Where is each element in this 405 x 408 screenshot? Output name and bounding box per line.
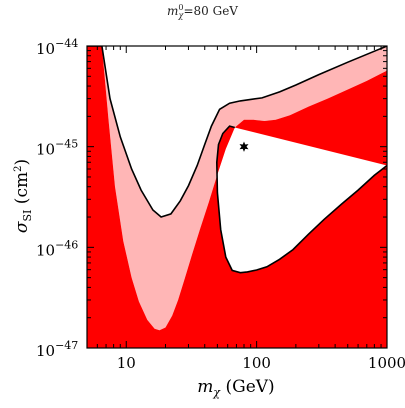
benchmark-star-marker (239, 141, 249, 152)
y-tick-labels: 10−44 10−45 10−46 10−47 (36, 37, 78, 360)
x-axis-label: mχ (GeV) (197, 377, 274, 399)
y-axis-label: σSI (cm2) (12, 159, 34, 233)
tick-marks (86, 45, 388, 349)
x-tick-label: 10 (117, 354, 136, 372)
x-tick-labels: 10 100 1000 (117, 354, 405, 372)
plot-frame (86, 45, 388, 349)
x-tick-label: 1000 (368, 354, 405, 372)
y-tick-label: 10−47 (36, 339, 78, 360)
x-tick-label: 100 (242, 354, 271, 372)
chart-title: m 0 χ =80 GeV (0, 4, 405, 19)
title-value: =80 GeV (183, 4, 238, 18)
lower-envelope-line (215, 125, 387, 274)
y-tick-label: 10−45 (36, 138, 78, 159)
dark-region (87, 46, 387, 348)
title-subscript: χ (178, 10, 184, 20)
title-symbol: m (167, 4, 179, 18)
y-tick-label: 10−46 (36, 238, 78, 259)
y-tick-label: 10−44 (36, 37, 78, 58)
light-band-region (87, 46, 387, 331)
upper-envelope-line (87, 46, 387, 218)
title-superscript: 0 (178, 3, 184, 13)
